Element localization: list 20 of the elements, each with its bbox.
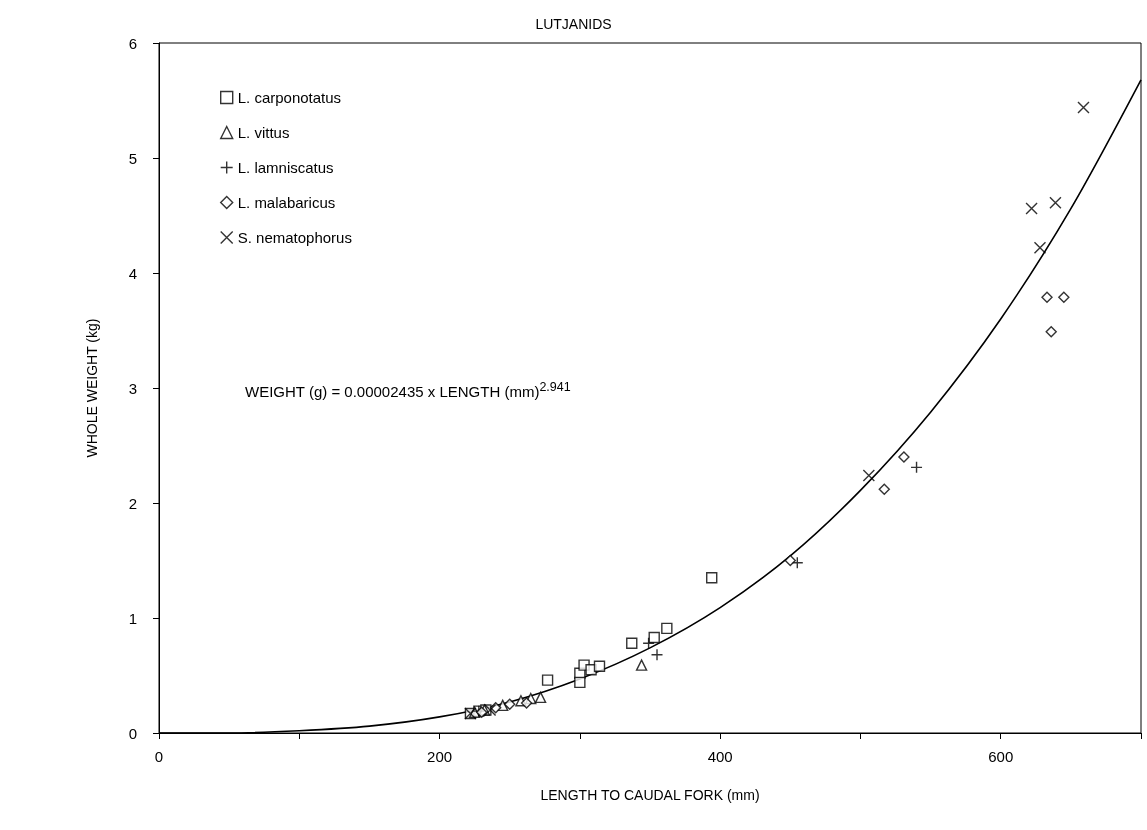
y-tick-label: 1 [128, 609, 137, 627]
annotation: WEIGHT (g) = 0.00002435 x LENGTH (mm)$^{2.941}$ [245, 380, 571, 400]
legend-label: L. carponotatus [237, 89, 342, 106]
y-tick-label: 3 [128, 379, 137, 397]
legend-label: S. nematophorus [237, 229, 352, 246]
x-tick-label: 200 [427, 748, 453, 765]
y-tick-label: 5 [128, 149, 137, 167]
y-tick-label: 2 [128, 494, 137, 512]
x-axis-title: LENGTH TO CAUDAL FORK (mm) [540, 787, 760, 803]
x-tick-label: 600 [988, 748, 1014, 765]
y-tick-label: 6 [128, 34, 137, 52]
y-axis-title: WHOLE WEIGHT (kg) [84, 318, 100, 458]
legend-label: L. vittus [237, 124, 290, 141]
x-tick-label: 0 [154, 748, 164, 765]
chart-title: LUTJANIDS [535, 16, 612, 32]
legend-label: L. malabaricus [237, 194, 336, 211]
legend-label: L. lamniscatus [237, 159, 334, 176]
y-tick-label: 4 [128, 264, 137, 282]
x-tick-label: 400 [707, 748, 733, 765]
y-tick-label: 0 [128, 724, 137, 742]
